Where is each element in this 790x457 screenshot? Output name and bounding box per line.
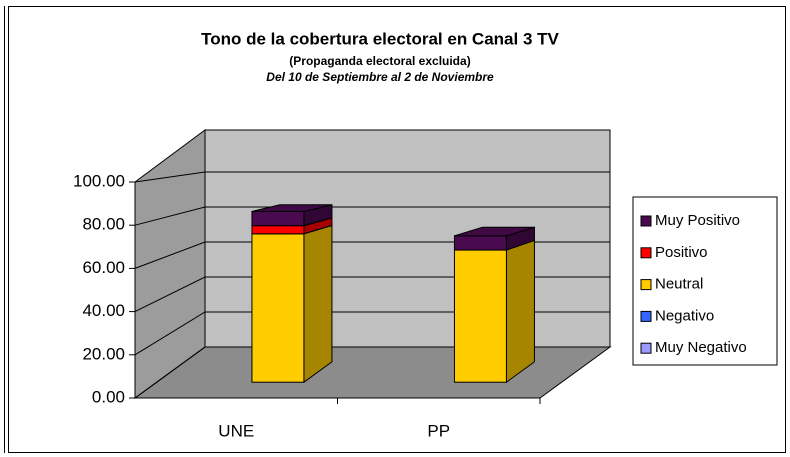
chart-title: Tono de la cobertura electoral en Canal … (201, 29, 559, 48)
x-tick-label: UNE (218, 421, 254, 440)
legend-label: Negativo (655, 307, 714, 324)
x-tick-label: PP (427, 421, 450, 440)
legend (632, 196, 778, 366)
bar-segment (453, 226, 535, 251)
y-tick-label: 0.00 (92, 387, 125, 406)
floor (133, 346, 612, 399)
bar-segment (251, 224, 333, 384)
legend-swatch (640, 279, 652, 291)
legend-swatch (640, 247, 652, 259)
y-tick-label: 40.00 (82, 301, 125, 320)
bar-segment (251, 204, 333, 227)
grid-line (134, 206, 610, 226)
y-tick-label: 60.00 (82, 258, 125, 277)
y-tick-label: 20.00 (82, 344, 125, 363)
bar-front (453, 235, 507, 251)
chart-subtitle: (Propaganda electoral excluida) (289, 54, 470, 68)
legend-items: Muy Negativo Negativo Neutral Positivo Muy P… (640, 212, 747, 356)
y-tick-label: 100.00 (73, 171, 125, 190)
legend-swatch (640, 215, 652, 227)
y-tick-label: 80.00 (82, 215, 125, 234)
bar-front (251, 210, 305, 227)
legend-swatch (640, 310, 652, 322)
bar-segment (453, 239, 535, 384)
bar-front (453, 249, 507, 383)
bar-side (303, 224, 333, 384)
grid-line (134, 171, 610, 183)
legend-swatch (640, 342, 652, 354)
bar-side (505, 239, 535, 384)
bar-top (454, 226, 535, 237)
bar-front (251, 233, 305, 383)
chart-subtitle: Del 10 de Septiembre al 2 de Noviembre (266, 70, 494, 84)
legend-label: Neutral (655, 276, 703, 293)
bar-top (251, 204, 333, 212)
bar-front (251, 225, 305, 235)
legend-label: Muy Positivo (655, 212, 740, 229)
plot-area: 0.00 20.00 40.00 60.00 80.00 100.00 UNE PP (73, 129, 612, 440)
frame (8, 6, 786, 453)
legend-label: Muy Negativo (655, 339, 747, 356)
legend-label: Positivo (655, 244, 708, 261)
